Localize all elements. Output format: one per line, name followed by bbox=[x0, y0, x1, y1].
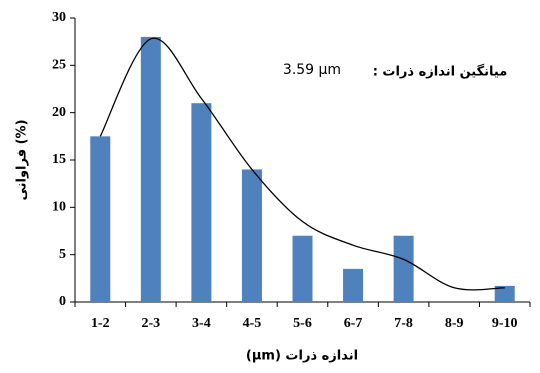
x-tick-label: 4-5 bbox=[243, 316, 262, 331]
y-tick-label: 5 bbox=[59, 247, 66, 262]
y-tick-label: 15 bbox=[52, 152, 66, 167]
bar bbox=[343, 268, 364, 302]
bar bbox=[292, 235, 313, 302]
x-tick-label: 1-2 bbox=[91, 316, 110, 331]
x-tick-label: 9-10 bbox=[492, 316, 518, 331]
fit-curve bbox=[99, 37, 505, 291]
bar bbox=[393, 235, 414, 302]
x-tick-label: 8-9 bbox=[445, 316, 464, 331]
bar bbox=[140, 36, 161, 302]
y-axis-label: (%) فراوانی bbox=[15, 119, 30, 200]
bar bbox=[191, 103, 212, 302]
x-tick-label: 5-6 bbox=[293, 316, 312, 331]
y-tick-label: 10 bbox=[52, 200, 66, 215]
x-axis-label: اندازه ذرات (µm) bbox=[246, 349, 358, 364]
x-tick-label: 2-3 bbox=[141, 316, 160, 331]
y-tick-label: 30 bbox=[52, 10, 66, 25]
y-tick-label: 20 bbox=[52, 105, 66, 120]
annotation-label: میانگین اندازه ذرات : bbox=[373, 64, 508, 80]
bar bbox=[494, 285, 515, 302]
y-tick-label: 0 bbox=[59, 294, 66, 309]
bar bbox=[90, 136, 111, 302]
x-tick-label: 6-7 bbox=[344, 316, 363, 331]
x-tick-label: 7-8 bbox=[394, 316, 413, 331]
y-tick-label: 25 bbox=[52, 58, 66, 73]
bar bbox=[241, 169, 262, 302]
annotation-value: 3.59 µm bbox=[283, 62, 341, 78]
x-tick-label: 3-4 bbox=[192, 316, 211, 331]
